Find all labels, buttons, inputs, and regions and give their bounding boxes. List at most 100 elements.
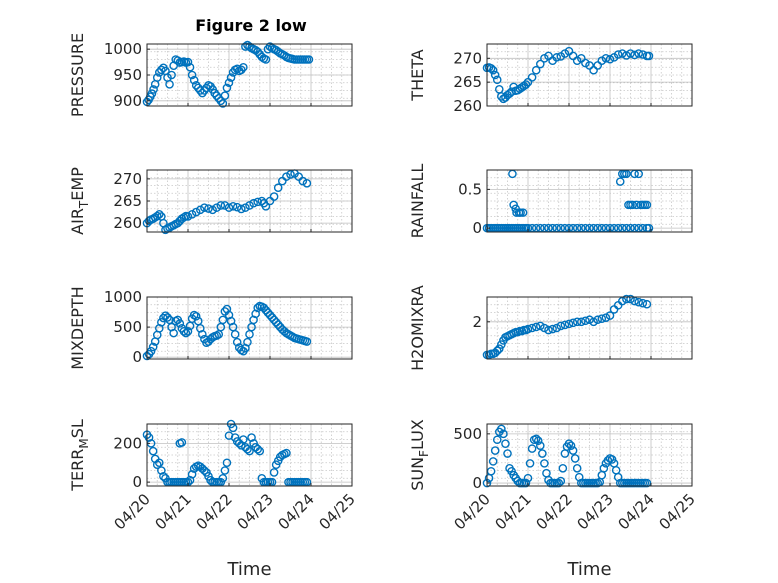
data-point bbox=[536, 321, 545, 331]
data-point bbox=[531, 322, 541, 332]
data-point bbox=[626, 49, 635, 58]
data-point bbox=[630, 50, 639, 60]
x-axis-label: Time bbox=[566, 559, 611, 580]
data-point bbox=[245, 201, 254, 210]
axes-frame bbox=[486, 296, 693, 360]
data-point bbox=[222, 458, 232, 468]
data-point bbox=[304, 55, 314, 64]
data-point bbox=[497, 340, 506, 349]
axes-frame bbox=[146, 296, 353, 360]
data-point bbox=[503, 449, 512, 458]
data-point bbox=[232, 202, 242, 212]
data-point bbox=[179, 327, 189, 336]
data-point bbox=[642, 299, 652, 309]
data-point bbox=[302, 337, 312, 346]
y-tick-label: 270 bbox=[113, 170, 142, 188]
data-point bbox=[638, 298, 648, 308]
data-point bbox=[488, 457, 498, 466]
data-point bbox=[634, 297, 644, 307]
data-point bbox=[177, 438, 187, 447]
data-point bbox=[216, 96, 226, 106]
data-point bbox=[228, 202, 238, 211]
data-point bbox=[601, 313, 611, 322]
data-point bbox=[202, 83, 211, 93]
data-point bbox=[253, 444, 263, 454]
data-point bbox=[183, 327, 193, 336]
data-point bbox=[148, 342, 158, 352]
data-point bbox=[204, 204, 213, 213]
data-point bbox=[149, 85, 158, 94]
data-point bbox=[577, 317, 586, 327]
y-tick-label: 0 bbox=[132, 473, 142, 491]
data-point bbox=[198, 330, 207, 339]
data-point bbox=[585, 315, 594, 325]
data-point bbox=[152, 73, 162, 82]
x-tick-label: 04/25 bbox=[656, 490, 699, 533]
x-axis-label: Time bbox=[226, 559, 271, 580]
data-point bbox=[165, 80, 174, 89]
subplot-theta: 260 265 270 THETA bbox=[408, 43, 693, 115]
data-point bbox=[236, 441, 246, 450]
data-point bbox=[232, 337, 242, 347]
y-tick-label: 0.5 bbox=[458, 180, 482, 198]
data-point bbox=[490, 446, 500, 455]
axes-frame bbox=[486, 423, 693, 487]
data-point bbox=[185, 62, 195, 72]
y-axis-label: TERRMSL bbox=[68, 419, 91, 492]
data-point bbox=[527, 323, 537, 333]
data-point bbox=[147, 89, 157, 98]
data-point bbox=[536, 59, 545, 69]
data-point bbox=[605, 311, 615, 320]
data-point bbox=[548, 324, 557, 334]
data-point bbox=[282, 448, 291, 458]
x-tick-label: 04/22 bbox=[193, 490, 236, 533]
y-axis-label: PRESSURE bbox=[68, 33, 87, 117]
data-point bbox=[544, 325, 553, 335]
data-point bbox=[540, 459, 549, 468]
data-point bbox=[269, 192, 279, 201]
figure-title: Figure 2 low bbox=[195, 16, 307, 35]
data-point bbox=[191, 311, 201, 321]
x-tick-label: 04/23 bbox=[234, 490, 277, 533]
y-tick-label: 270 bbox=[453, 49, 482, 67]
data-point bbox=[618, 296, 627, 306]
data-point bbox=[179, 213, 189, 222]
data-point bbox=[564, 319, 574, 329]
data-point bbox=[605, 54, 615, 64]
data-point bbox=[492, 75, 502, 85]
data-point bbox=[183, 57, 193, 67]
y-tick-label: 0 bbox=[472, 474, 482, 492]
data-point bbox=[589, 317, 598, 327]
data-point bbox=[521, 478, 531, 488]
y-tick-label: 260 bbox=[113, 214, 142, 232]
data-point bbox=[239, 62, 248, 72]
data-point bbox=[152, 460, 162, 469]
y-tick-label: 900 bbox=[113, 92, 142, 110]
data-point bbox=[220, 201, 230, 210]
data-point bbox=[615, 177, 625, 186]
data-point bbox=[187, 209, 197, 219]
data-point bbox=[494, 344, 504, 353]
data-point bbox=[642, 200, 652, 210]
data-point bbox=[492, 346, 502, 356]
data-point bbox=[533, 436, 543, 446]
data-point bbox=[644, 51, 654, 61]
data-point bbox=[302, 178, 312, 188]
data-point bbox=[165, 223, 174, 232]
data-point bbox=[570, 454, 580, 463]
subplot-pressure: 900 950 1000 PRESSURE bbox=[68, 33, 353, 117]
x-tick-label: 04/20 bbox=[111, 490, 154, 533]
subplot-h2omixra: 2 H2OMIXRA bbox=[408, 285, 693, 371]
y-tick-label: 2 bbox=[472, 313, 482, 331]
data-point bbox=[169, 328, 178, 338]
y-axis-label: RAINFALL bbox=[408, 164, 427, 239]
data-point bbox=[189, 75, 199, 85]
data-point bbox=[154, 458, 164, 468]
axes-frame bbox=[486, 43, 693, 107]
data-point bbox=[568, 446, 578, 455]
data-point bbox=[298, 176, 308, 186]
data-point bbox=[212, 203, 221, 212]
data-point bbox=[261, 202, 271, 211]
data-point bbox=[558, 463, 568, 473]
data-point bbox=[157, 317, 166, 327]
